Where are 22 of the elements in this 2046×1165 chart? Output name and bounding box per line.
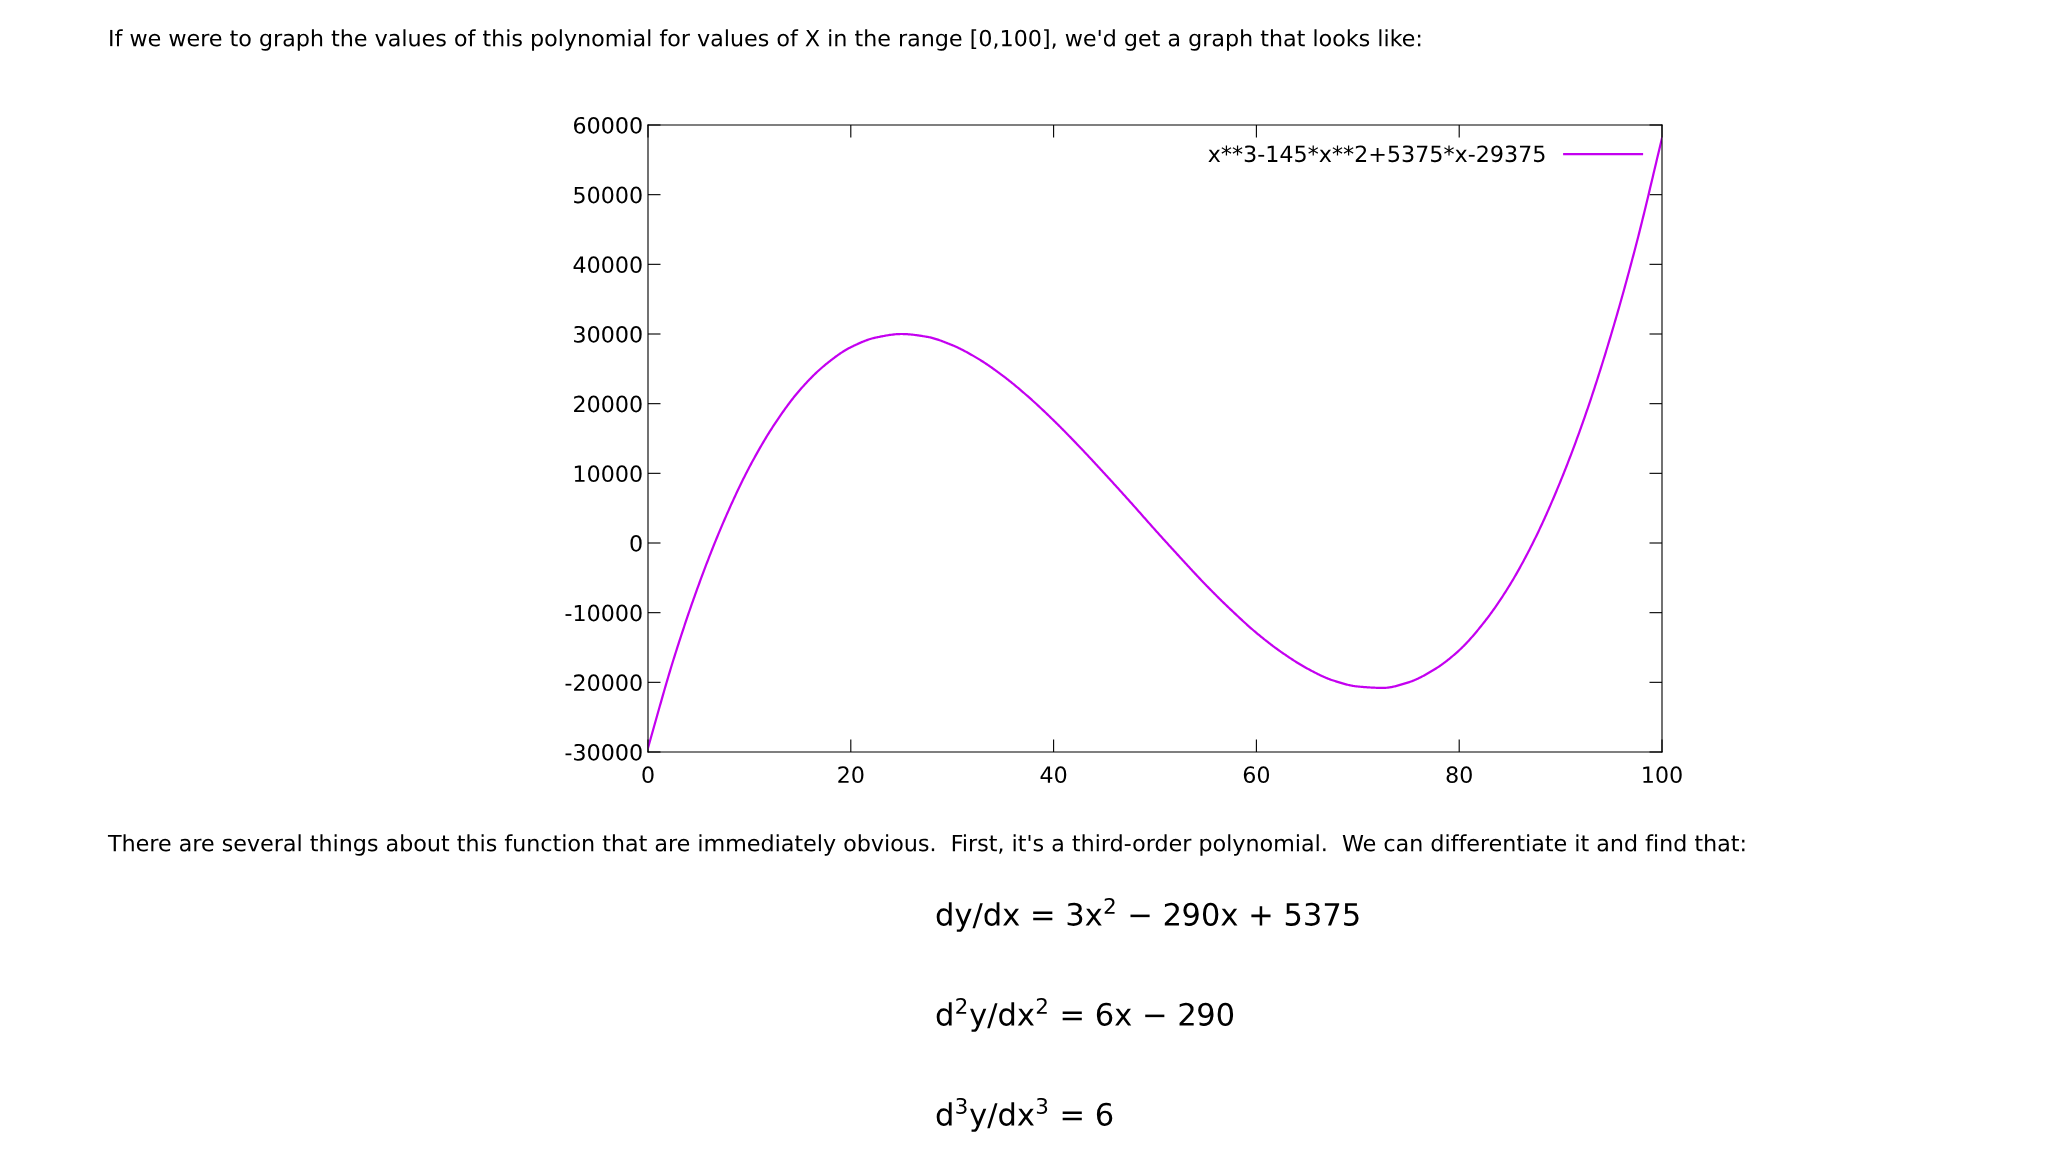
x-tick-label: 100	[1643, 766, 1682, 784]
y-tick-label: -30000	[565, 743, 642, 761]
x-tick-label: 80	[1446, 766, 1472, 784]
y-tick-label: 50000	[574, 186, 642, 204]
text: d$^{2}$y/dx$^{2}$ = 6x − 290	[936, 997, 1234, 1032]
x-tick-label: 60	[1243, 766, 1270, 784]
y-tick-label: 60000	[574, 116, 642, 134]
x-tick-label: 0	[642, 766, 654, 784]
text: If we were to graph the values of this polynomial for values of X in the range [0,100], we'd get a graph that looks like:	[110, 29, 1421, 51]
y-tick-label: 10000	[574, 465, 642, 483]
y-tick-label: -20000	[565, 674, 642, 692]
y-tick-label: 0	[630, 534, 642, 552]
text: d$^{3}$y/dx$^{3}$ = 6	[936, 1097, 1113, 1132]
text: dy/dx = 3x$^{2}$ − 290x + 5375	[936, 897, 1359, 932]
text: There are several things about this function that are immediately obvious. First, it's a third-order polynomial. We can differentiate it and find that:	[107, 834, 1745, 856]
y-tick-label: 20000	[574, 395, 642, 413]
legend-label: x**3-145*x**2+5375*x-29375	[1208, 145, 1545, 163]
y-tick-label: 40000	[573, 256, 642, 274]
y-tick-label: -10000	[565, 604, 642, 622]
y-tick-label: 30000	[574, 325, 642, 343]
x-tick-label: 20	[838, 766, 864, 784]
x-tick-label: 40	[1040, 766, 1067, 784]
